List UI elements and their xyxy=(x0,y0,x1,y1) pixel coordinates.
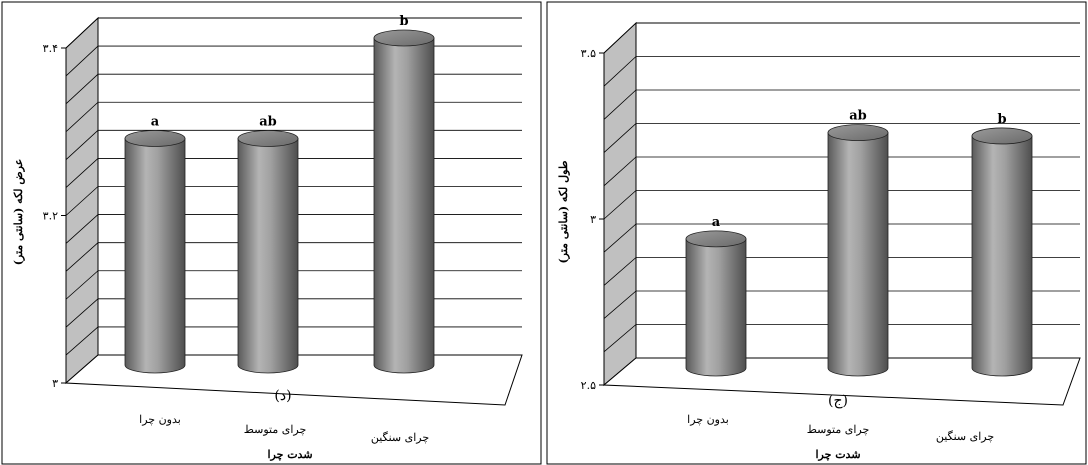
significance-letter: a xyxy=(151,115,160,130)
bars: a ab b xyxy=(685,109,1033,377)
gridline-side xyxy=(603,89,637,120)
bar: ab xyxy=(827,109,889,377)
gridline-side xyxy=(603,223,637,253)
gridline-side xyxy=(603,56,637,87)
bar: ab xyxy=(237,115,299,374)
y-tick-label: ۳ xyxy=(52,377,58,390)
bar-body xyxy=(124,138,186,374)
x-axis-title: شدت چرا xyxy=(815,448,860,461)
category-label: بدون چرا xyxy=(687,413,729,426)
gridline-side xyxy=(65,186,99,216)
bar-body xyxy=(237,138,299,374)
y-ticks: ۲.۵ ۳ ۳.۵ xyxy=(581,47,604,392)
x-axis-title: شدت چرا xyxy=(267,448,312,461)
y-tick-label: ۳.۵ xyxy=(581,47,596,60)
gridline-side xyxy=(65,298,99,328)
bars: a ab b xyxy=(124,14,435,374)
y-ticks: ۳ ۳.۲ ۳.۴ xyxy=(43,42,66,390)
panel-label: (د) xyxy=(274,388,291,404)
gridline-side xyxy=(603,123,637,153)
category-label: چرای متوسط xyxy=(807,423,870,436)
bar-cap xyxy=(971,127,1033,145)
category-label: چرای سنگین xyxy=(371,431,429,444)
significance-letter: ab xyxy=(849,109,867,124)
gridline-side xyxy=(65,326,99,356)
category-label: چرای سنگین xyxy=(936,430,994,443)
bar: a xyxy=(124,115,186,374)
bar-body xyxy=(971,135,1033,377)
significance-letter: b xyxy=(399,14,408,29)
gridline-side xyxy=(65,158,99,188)
category-label: چرای متوسط xyxy=(244,423,307,436)
gridline-side xyxy=(65,45,99,77)
bar-body xyxy=(827,132,889,377)
significance-letter: a xyxy=(712,215,721,230)
bar-cap xyxy=(124,130,186,147)
gridline-side xyxy=(603,290,637,319)
bar-cap xyxy=(827,124,889,142)
side-wall xyxy=(603,21,637,387)
bar-cap xyxy=(685,230,747,248)
significance-letter: b xyxy=(997,112,1006,127)
chart-panel-2: ۲.۵ ۳ ۳.۵ a ab b بدون چرا چرای متوسط چرای سنگی… xyxy=(546,1,1087,465)
y-tick-label: ۳.۴ xyxy=(43,42,58,55)
bar: b xyxy=(971,112,1033,377)
gridline-side xyxy=(65,242,99,272)
bar: a xyxy=(685,215,747,377)
significance-letter: ab xyxy=(259,115,277,130)
bar-cap xyxy=(237,130,299,147)
category-labels: بدون چرا چرای متوسط چرای سنگین xyxy=(139,413,429,444)
chart-panel-1: ۳ ۳.۲ ۳.۴ a ab b بدون چرا چرای متوسط چرای سنگی… xyxy=(1,1,542,465)
category-labels: بدون چرا چرای متوسط چرای سنگین xyxy=(687,413,994,443)
gridline-side xyxy=(603,257,637,286)
y-tick-label: ۳.۲ xyxy=(43,210,58,223)
gridline-side xyxy=(65,17,99,49)
gridline-side xyxy=(65,270,99,300)
gridline-side xyxy=(65,130,99,160)
gridline-side xyxy=(603,190,637,220)
panel-label: (ج) xyxy=(828,393,848,409)
gridline-side xyxy=(603,156,637,187)
gridline-side xyxy=(65,73,99,105)
bar-body xyxy=(685,238,747,377)
y-axis-title: طول لکه (سانتی متر) xyxy=(557,160,570,263)
y-tick-label: ۲.۵ xyxy=(581,379,596,392)
y-axis-title: عرض لکه (سانتی متر) xyxy=(12,159,25,266)
gridline-side xyxy=(603,324,637,353)
gridline-side xyxy=(65,214,99,244)
bar-body xyxy=(373,37,435,374)
y-tick-label: ۳ xyxy=(590,213,596,226)
bar-cap xyxy=(373,29,435,47)
category-label: بدون چرا xyxy=(139,413,181,426)
gridline-side xyxy=(603,22,637,54)
bar: b xyxy=(373,14,435,374)
gridline-side xyxy=(65,101,99,133)
